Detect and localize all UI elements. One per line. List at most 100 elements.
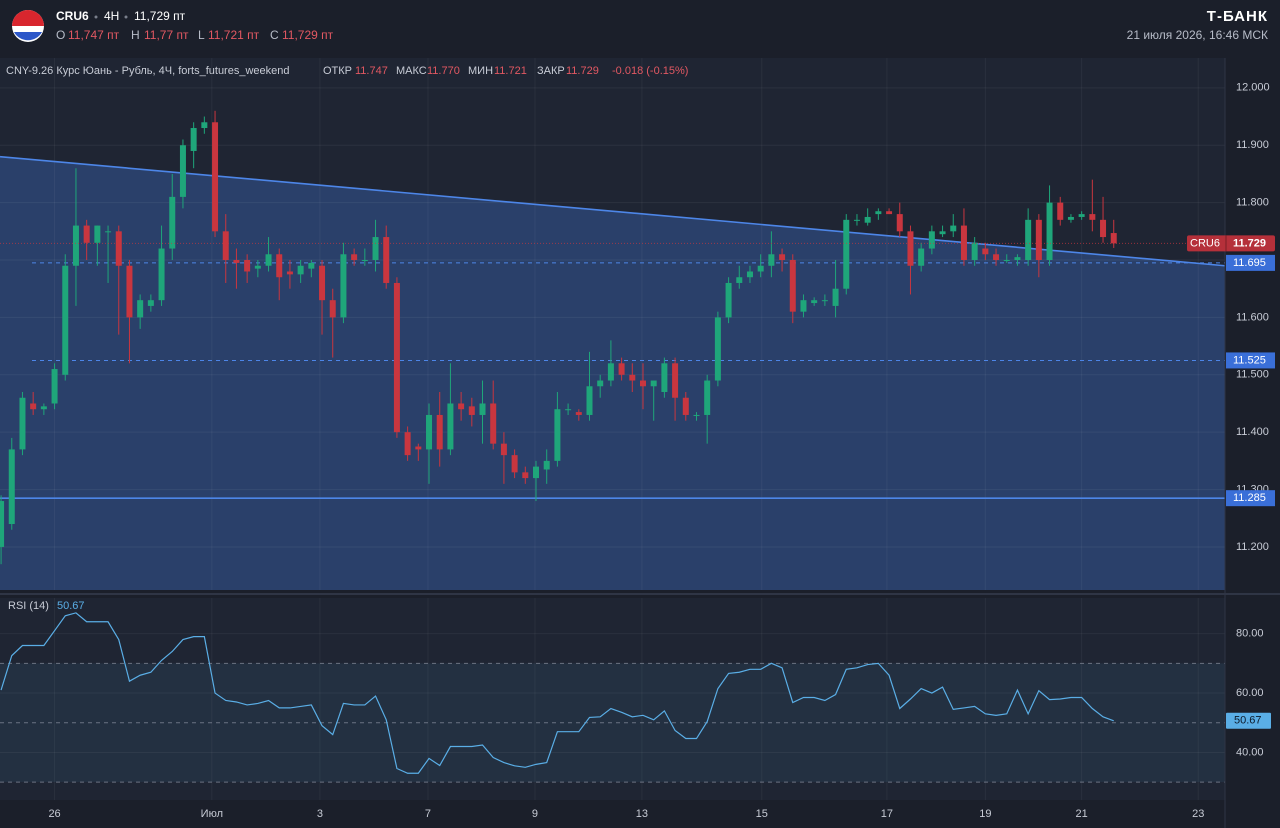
level-tag: 11.285 [1233, 492, 1266, 504]
candle-body [286, 271, 293, 275]
rsi-line [0, 612, 1114, 774]
candle-body [950, 225, 957, 232]
candle-body [51, 369, 58, 404]
candle-body [907, 231, 914, 266]
y-tick-label: 11.400 [1236, 426, 1269, 438]
candle-body [179, 145, 186, 197]
rsi-band-area [0, 663, 1225, 783]
candle-body [30, 403, 37, 410]
candle-body [661, 363, 668, 393]
candle-body [821, 300, 828, 302]
plot [0, 58, 1226, 800]
candle-body [212, 122, 219, 232]
separator [94, 15, 98, 19]
candle-body [928, 231, 935, 249]
interval: 4H [104, 9, 119, 23]
x-tick-label: 23 [1192, 808, 1204, 820]
high-value: 11.770 [427, 65, 460, 77]
candle-body [1057, 202, 1064, 220]
candle-body [554, 409, 561, 461]
level-tag: 11.525 [1233, 354, 1266, 366]
level-tag: 11.695 [1233, 257, 1266, 269]
candle-body [1089, 214, 1096, 220]
rsi-value: 50.67 [57, 600, 85, 612]
candle-body [351, 254, 358, 261]
candle-body [1003, 260, 1010, 262]
candle-body [565, 409, 572, 411]
y-tick-label: 11.500 [1236, 369, 1269, 381]
x-tick-label: 26 [48, 808, 60, 820]
y-tick-label: 11.200 [1236, 541, 1269, 553]
x-tick-label: 9 [532, 808, 538, 820]
candle-body [650, 380, 657, 387]
rsi-tag: 50.67 [1234, 715, 1262, 727]
candle-body [618, 363, 625, 375]
candle-body [201, 122, 208, 129]
candle-body [468, 406, 475, 415]
rsi-label: RSI (14) [8, 600, 49, 612]
x-tick-label: 13 [636, 808, 648, 820]
candle-body [190, 128, 197, 151]
candle-body [415, 446, 422, 450]
candle-body [479, 403, 486, 415]
candle-body [875, 211, 882, 215]
candle-body [40, 406, 47, 410]
rsi-tick-label: 80.00 [1236, 628, 1264, 640]
candle-body [522, 472, 529, 479]
candle-body [62, 265, 69, 375]
l-value: 11,721 пт [208, 28, 260, 42]
x-tick-label: 3 [317, 808, 323, 820]
price-tag-bg [1187, 235, 1275, 252]
legend-line: CNY-9.26 Курс Юань - Рубль, 4Ч, forts_fu… [6, 65, 688, 77]
candle-body [960, 225, 967, 261]
candle-body [896, 214, 903, 232]
candle-body [1046, 202, 1053, 261]
separator [124, 15, 128, 19]
x-tick-label: 17 [881, 808, 893, 820]
candle-body [115, 231, 122, 266]
candle-body [843, 219, 850, 289]
candle-body [329, 300, 336, 318]
symbol: CRU6 [56, 9, 89, 23]
candle-body [939, 231, 946, 235]
candle-body [757, 265, 764, 272]
candle-body [853, 219, 860, 221]
rsi-tag-bg [1226, 712, 1271, 729]
candle-body [361, 260, 368, 262]
candle-body [993, 254, 1000, 261]
o-label: O [56, 28, 65, 42]
candle-body [0, 501, 5, 547]
last-price: 11,729 пт [134, 9, 186, 23]
low-value: 11.721 [494, 65, 527, 77]
candle-body [19, 397, 26, 450]
open-label: ОТКР [323, 65, 352, 77]
brand: Т-БАНК [1207, 8, 1268, 25]
candle-body [511, 455, 518, 473]
open-value: 11.747 [355, 65, 388, 77]
candle-body [918, 248, 925, 266]
level-tag-bg [1226, 490, 1275, 507]
candle-body [8, 449, 15, 525]
candle-body [1067, 216, 1074, 220]
candle-body [800, 300, 807, 312]
candle-body [393, 282, 400, 433]
candle-body [682, 397, 689, 415]
candle-body [426, 414, 433, 450]
candle-body [222, 231, 229, 261]
h-value: 11,77 пт [144, 28, 189, 42]
candle-body [340, 254, 347, 318]
candle-body [639, 380, 646, 387]
candle-body [864, 216, 871, 223]
candle-body [971, 242, 978, 261]
candle-body [693, 414, 700, 416]
candle-body [490, 403, 497, 444]
low-label: МИН [468, 65, 493, 77]
candle-body [811, 300, 818, 304]
l-label: L [198, 28, 205, 42]
candle-body [83, 225, 90, 243]
level-tag-bg [1226, 254, 1275, 271]
candle-body [1078, 214, 1085, 217]
price-tag-value: 11.729 [1233, 237, 1266, 249]
c-value: 11,729 пт [282, 28, 334, 42]
candle-body [158, 248, 165, 301]
